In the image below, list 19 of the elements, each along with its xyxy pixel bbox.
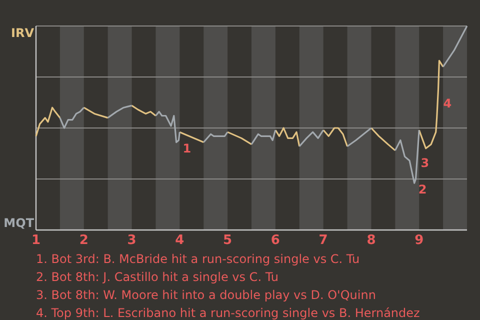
x-tick-label: 4: [175, 233, 184, 248]
x-tick-label: 7: [318, 233, 328, 248]
text: 3. Bot 8th: W. Moore hit into a double play vs D. O'Quinn: [36, 288, 376, 302]
x-tick-label: 9: [414, 233, 424, 248]
text: MQT: [4, 216, 35, 230]
text: 1. Bot 3rd: B. McBride hit a run-scoring single vs C. Tu: [36, 252, 360, 266]
text: IRV: [11, 26, 35, 40]
annotation: 4: [443, 96, 452, 111]
x-tick-label: 8: [366, 233, 376, 248]
text: 4. Top 9th: L. Escribano hit a run-scoring single vs B. Hernández: [36, 306, 420, 320]
x-tick-label: 3: [127, 233, 136, 248]
x-tick-label: 5: [223, 233, 232, 248]
x-tick-label: 6: [270, 233, 280, 248]
x-tick-label: 2: [79, 233, 88, 248]
annotation: 2: [418, 182, 427, 196]
text: 2. Bot 8th: J. Castillo hit a single vs C. Tu: [36, 270, 278, 284]
annotation: 3: [420, 156, 430, 170]
annotation: 1: [182, 142, 192, 156]
x-tick-label: 1: [31, 233, 41, 248]
